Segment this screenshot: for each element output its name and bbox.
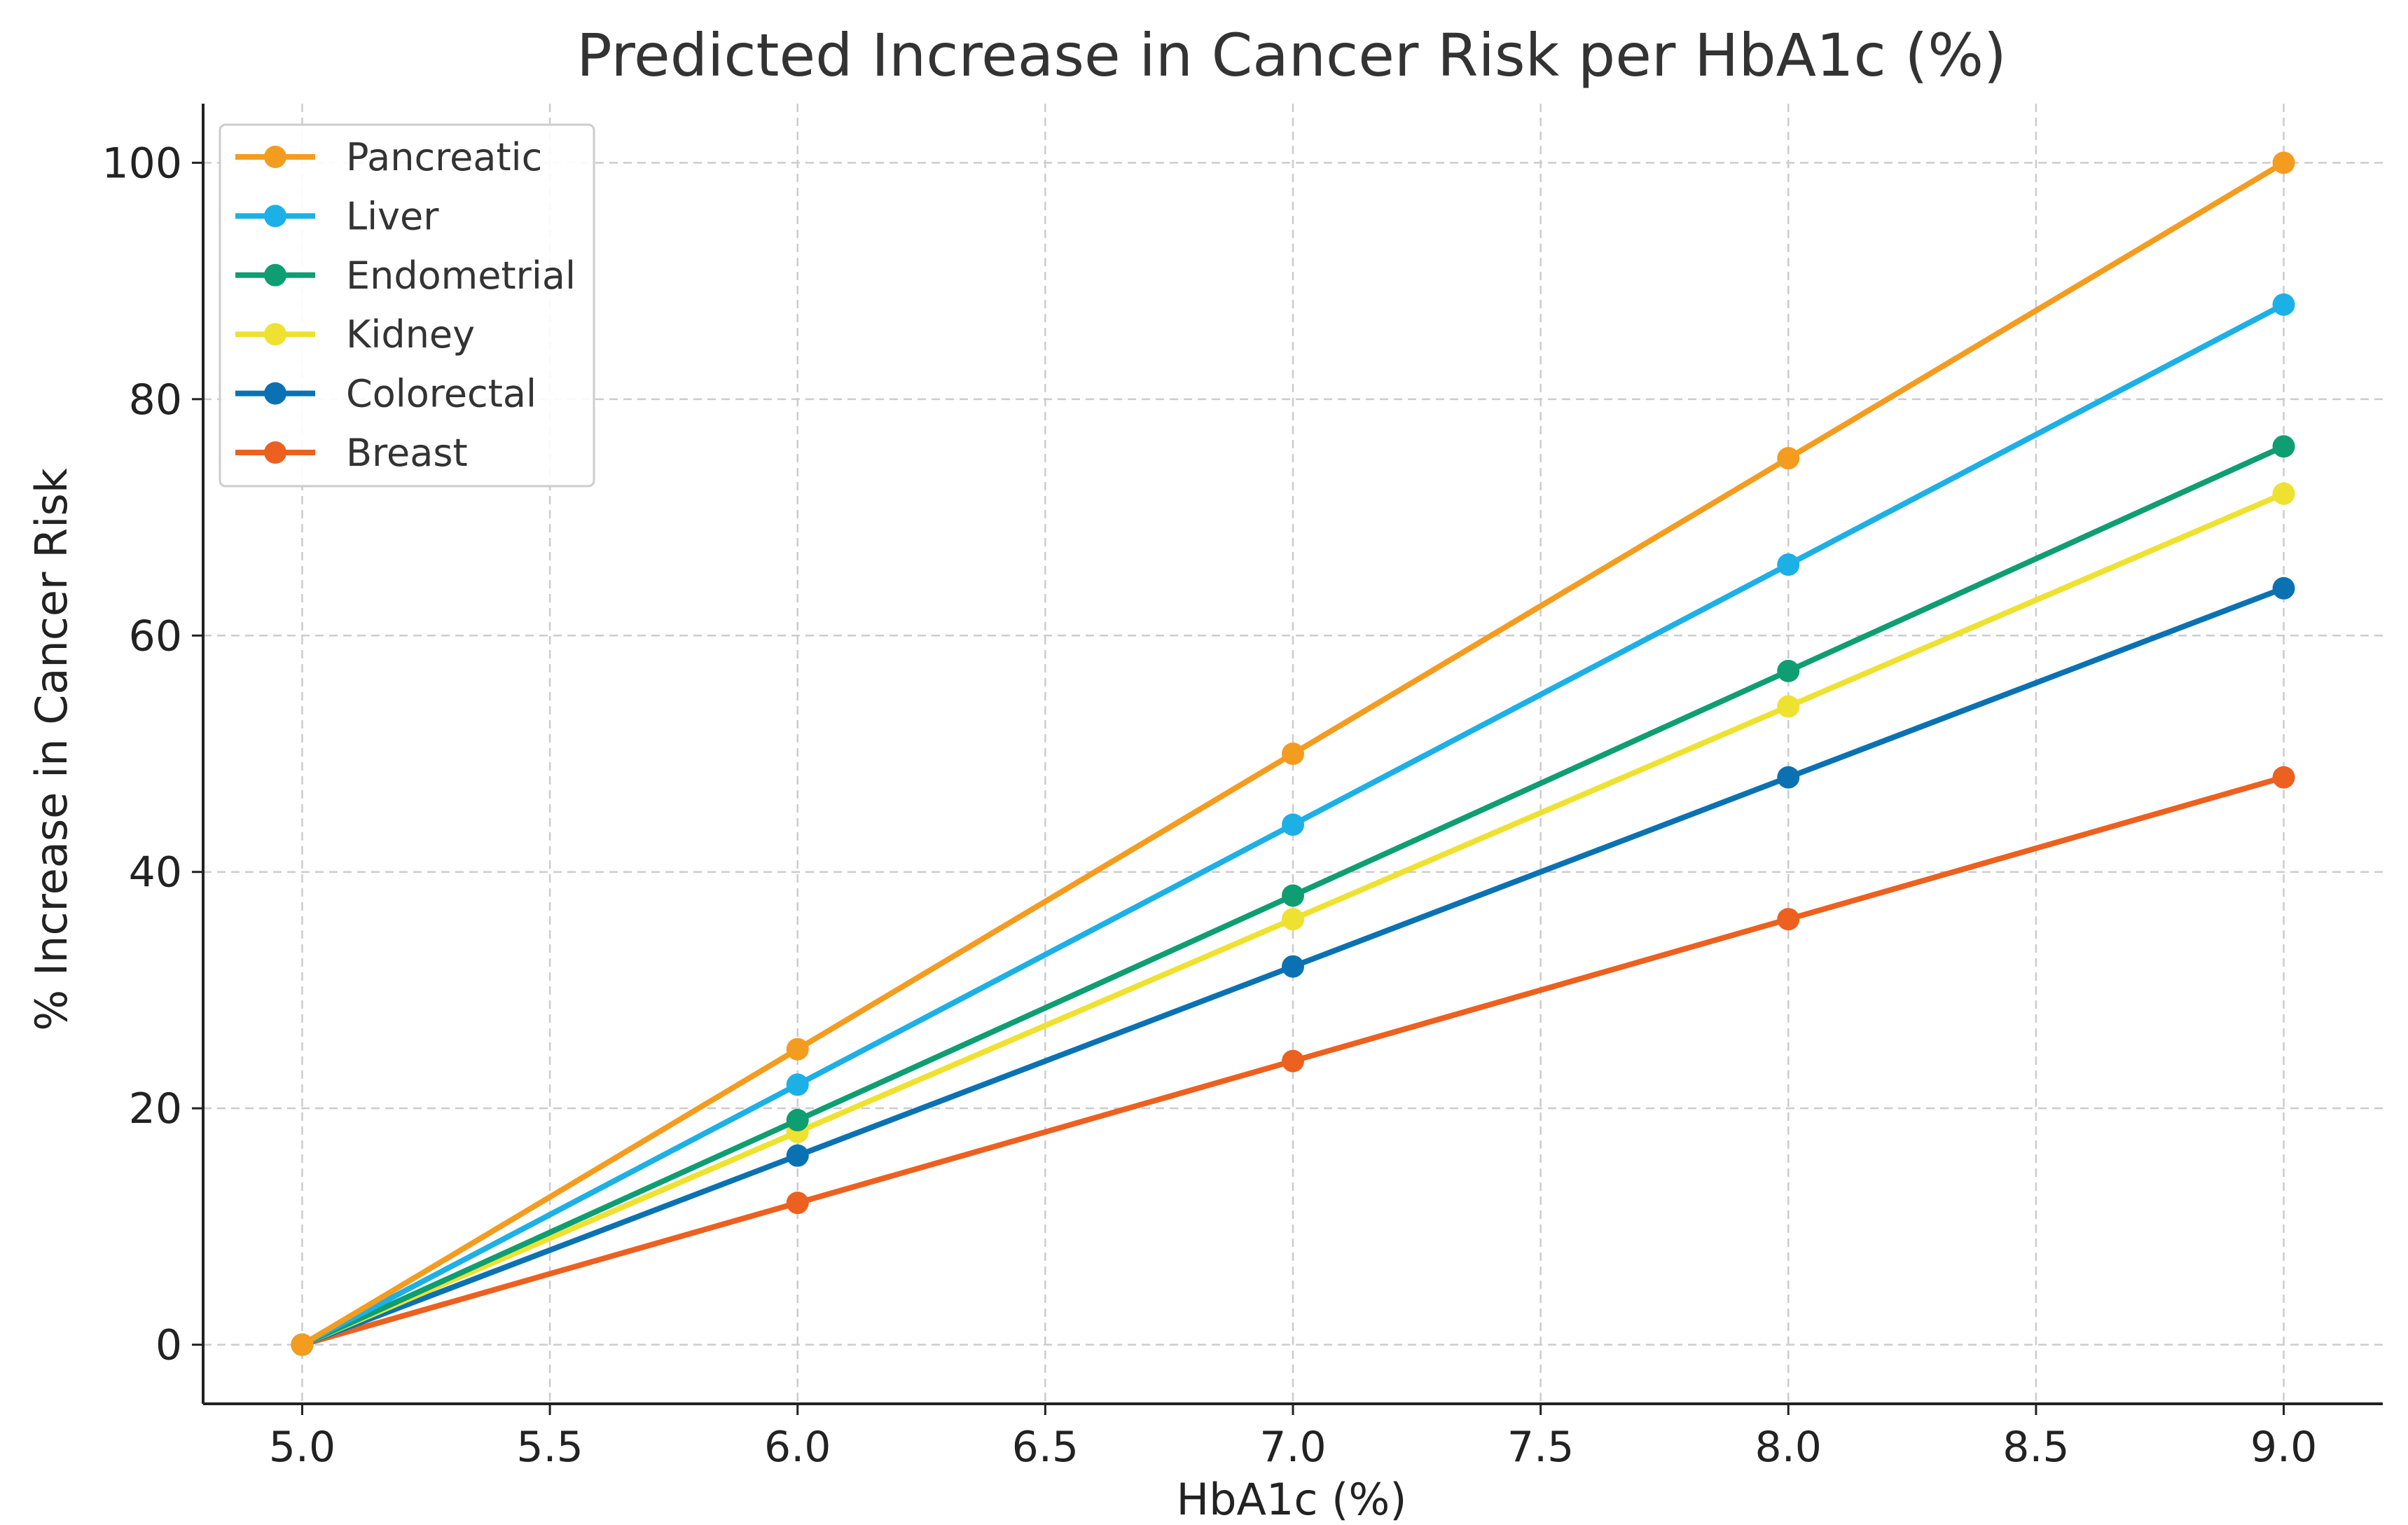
legend-marker-colorectal	[264, 382, 286, 405]
x-axis-label: HbA1c (%)	[1177, 1474, 1407, 1525]
legend-item-kidney: Kidney	[235, 312, 475, 357]
legend-item-breast: Breast	[235, 431, 468, 475]
data-point-breast	[1282, 1049, 1304, 1072]
chart-title: Predicted Increase in Cancer Risk per Hb…	[576, 21, 2007, 90]
data-point-kidney	[1777, 695, 1800, 718]
x-tick-label: 6.0	[764, 1423, 831, 1472]
legend-item-colorectal: Colorectal	[235, 372, 537, 416]
data-point-breast	[786, 1192, 809, 1215]
legend-label-breast: Breast	[346, 431, 468, 475]
legend: Pancreatic Liver Endometrial Kidney Colorect…	[219, 123, 595, 488]
data-point-liver	[786, 1073, 809, 1096]
x-tick-label: 5.0	[269, 1423, 335, 1472]
x-tick-label: 7.0	[1259, 1423, 1326, 1472]
ticks-layer: 5.0 5.5 6.0 6.5 7.0 7.5 8.0 8.5 9.0 0 20 40 60 80 100	[102, 139, 2317, 1472]
x-tick-label: 5.5	[516, 1423, 583, 1472]
data-point-liver	[2272, 293, 2295, 316]
data-point-colorectal	[2272, 577, 2295, 600]
y-axis-label: % Increase in Cancer Risk	[26, 468, 77, 1031]
legend-marker-pancreatic	[264, 146, 286, 168]
x-tick-label: 7.5	[1507, 1423, 1574, 1472]
data-point-pancreatic	[1777, 447, 1800, 470]
y-tick-label: 0	[155, 1321, 182, 1370]
legend-marker-kidney	[264, 323, 286, 346]
legend-marker-endometrial	[264, 263, 286, 287]
data-point-kidney	[1282, 908, 1304, 931]
data-point-breast	[1777, 908, 1800, 931]
legend-item-liver: Liver	[235, 194, 439, 238]
data-point-kidney	[2272, 482, 2295, 505]
data-point-pancreatic	[291, 1333, 314, 1356]
data-point-pancreatic	[1282, 743, 1304, 765]
x-tick-label: 8.0	[1755, 1423, 1822, 1472]
x-tick-label: 6.5	[1012, 1423, 1079, 1472]
legend-label-liver: Liver	[346, 194, 439, 238]
legend-item-pancreatic: Pancreatic	[235, 135, 542, 179]
data-point-pancreatic	[786, 1037, 809, 1061]
y-tick-label: 40	[129, 848, 182, 897]
data-point-liver	[1282, 813, 1304, 836]
legend-label-kidney: Kidney	[346, 312, 475, 357]
legend-marker-breast	[264, 441, 286, 464]
y-tick-label: 100	[102, 139, 182, 188]
y-tick-label: 20	[129, 1084, 182, 1133]
data-point-liver	[1777, 553, 1800, 577]
x-tick-label: 9.0	[2250, 1423, 2317, 1472]
data-point-pancreatic	[2272, 151, 2295, 174]
legend-marker-liver	[264, 205, 286, 228]
legend-label-endometrial: Endometrial	[346, 254, 576, 298]
series-layer	[291, 151, 2295, 1356]
data-point-endometrial	[1282, 884, 1304, 907]
data-point-colorectal	[1777, 766, 1800, 789]
data-point-endometrial	[786, 1109, 809, 1132]
y-tick-label: 60	[129, 612, 182, 661]
legend-label-colorectal: Colorectal	[346, 372, 537, 416]
data-point-endometrial	[2272, 435, 2295, 458]
y-tick-label: 80	[129, 375, 182, 425]
legend-label-pancreatic: Pancreatic	[346, 135, 542, 179]
data-point-colorectal	[786, 1144, 809, 1167]
data-point-breast	[2272, 766, 2295, 789]
data-point-colorectal	[1282, 955, 1304, 978]
series-pancreatic	[291, 151, 2295, 1356]
data-point-endometrial	[1777, 659, 1800, 682]
x-tick-label: 8.5	[2002, 1423, 2069, 1472]
legend-item-endometrial: Endometrial	[235, 254, 576, 298]
